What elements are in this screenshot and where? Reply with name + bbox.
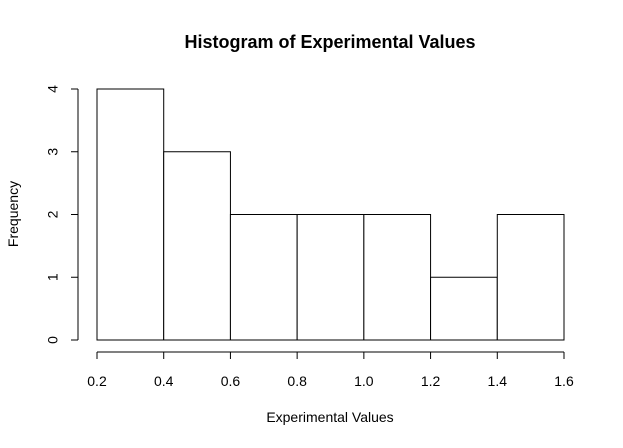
- x-tick-label-1: 0.4: [154, 373, 174, 389]
- y-tick-label-4: 4: [45, 85, 61, 93]
- x-tick-label-5: 1.2: [421, 373, 441, 389]
- y-axis: 0 1 2 3 4: [45, 85, 79, 344]
- x-axis: 0.2 0.4 0.6 0.8 1.0 1.2 1.4 1.6: [87, 351, 574, 389]
- y-tick-label-1: 1: [45, 273, 61, 281]
- histogram-bar-0: [96, 88, 165, 341]
- y-tick-label-2: 2: [45, 210, 61, 218]
- x-tick-label-2: 0.6: [221, 373, 241, 389]
- x-tick-label-4: 1.0: [354, 373, 374, 389]
- x-axis-label: Experimental Values: [266, 409, 393, 425]
- x-tick-label-7: 1.6: [554, 373, 574, 389]
- y-tick-label-3: 3: [45, 148, 61, 156]
- x-tick-label-3: 0.8: [287, 373, 307, 389]
- histogram-bar-3: [296, 214, 365, 341]
- histogram-bar-4: [363, 214, 432, 341]
- x-tick-label-0: 0.2: [87, 373, 107, 389]
- x-tick-label-6: 1.4: [488, 373, 508, 389]
- histogram-bar-1: [163, 151, 231, 341]
- y-axis-label: Frequency: [5, 181, 21, 247]
- chart-title: Histogram of Experimental Values: [184, 32, 475, 52]
- histogram-bar-2: [229, 214, 298, 341]
- histogram-bar-5: [430, 276, 498, 341]
- histogram-bar-6: [496, 214, 565, 341]
- histogram-bars: [96, 88, 565, 341]
- y-tick-label-0: 0: [45, 336, 61, 344]
